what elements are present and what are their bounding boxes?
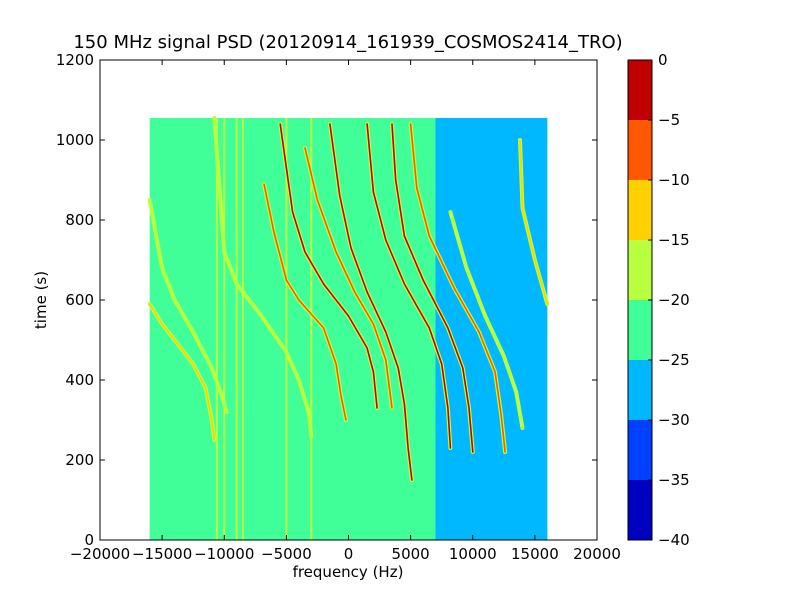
y-axis-label: time (s) xyxy=(32,271,50,329)
colorbar-tick-label: −25 xyxy=(658,351,690,369)
doppler-trace-4 xyxy=(279,123,378,409)
colorbar-level-4 xyxy=(628,240,652,300)
x-tick-label: 10000 xyxy=(449,545,497,563)
doppler-trace-2 xyxy=(213,117,313,437)
colorbar-tick-label: −35 xyxy=(658,471,690,489)
doppler-trace-7 xyxy=(366,123,452,449)
doppler-trace-9 xyxy=(409,123,506,453)
doppler-trace-11 xyxy=(519,139,549,305)
colorbar-tick-label: −20 xyxy=(658,291,690,309)
y-tick-label: 1000 xyxy=(56,131,94,149)
x-tick-label: −15000 xyxy=(132,545,192,563)
colorbar-level-0 xyxy=(628,480,652,540)
x-tick-label: −20000 xyxy=(70,545,130,563)
doppler-trace-5 xyxy=(304,147,393,409)
y-tick-label: 1200 xyxy=(56,51,94,69)
x-tick-label: 5000 xyxy=(392,545,430,563)
y-tick-label: 0 xyxy=(84,531,94,549)
colorbar-tick-label: 0 xyxy=(658,51,668,69)
x-tick-label: −10000 xyxy=(194,545,254,563)
colorbar-tick-label: −10 xyxy=(658,171,690,189)
y-tick-label: 600 xyxy=(65,291,94,309)
doppler-trace-3 xyxy=(263,183,347,421)
doppler-trace-8 xyxy=(391,123,474,453)
y-tick-label: 400 xyxy=(65,371,94,389)
doppler-trace-0 xyxy=(148,199,228,413)
x-tick-label: 0 xyxy=(344,545,354,563)
doppler-trace-6 xyxy=(329,123,413,481)
y-axis-ticks: 0 200 400 600 800 1000 1200 xyxy=(56,51,597,549)
colorbar-ticks: −40 −35 −30 −25 −20 −15 −10 −5 0 xyxy=(648,51,690,549)
colorbar-level-3 xyxy=(628,300,652,360)
chart-title: 150 MHz signal PSD (20120914_161939_COSM… xyxy=(73,32,622,53)
doppler-trace-1 xyxy=(148,303,216,441)
colorbar-level-6 xyxy=(628,120,652,180)
colorbar-level-2 xyxy=(628,360,652,420)
plot-area: −20000 −15000 −10000 −5000 0 5000 10000 15000 20… xyxy=(56,51,621,563)
x-tick-label: 15000 xyxy=(511,545,559,563)
x-axis-ticks: −20000 −15000 −10000 −5000 0 5000 10000 15000 20… xyxy=(70,60,621,563)
x-axis-label: frequency (Hz) xyxy=(293,563,404,581)
colorbar-level-1 xyxy=(628,420,652,480)
heatmap-layer xyxy=(147,116,550,540)
colorbar-tick-label: −30 xyxy=(658,411,690,429)
y-tick-label: 200 xyxy=(65,451,94,469)
y-tick-label: 800 xyxy=(65,211,94,229)
colorbar: −40 −35 −30 −25 −20 −15 −10 −5 0 xyxy=(627,51,690,549)
colorbar-levels xyxy=(628,60,652,540)
x-tick-label: −5000 xyxy=(261,545,312,563)
colorbar-tick-label: −5 xyxy=(658,111,680,129)
doppler-trace-10 xyxy=(449,211,524,429)
colorbar-level-7 xyxy=(628,60,652,120)
colorbar-tick-label: −40 xyxy=(658,531,690,549)
colorbar-tick-label: −15 xyxy=(658,231,690,249)
colorbar-level-5 xyxy=(628,180,652,240)
x-tick-label: 20000 xyxy=(573,545,621,563)
